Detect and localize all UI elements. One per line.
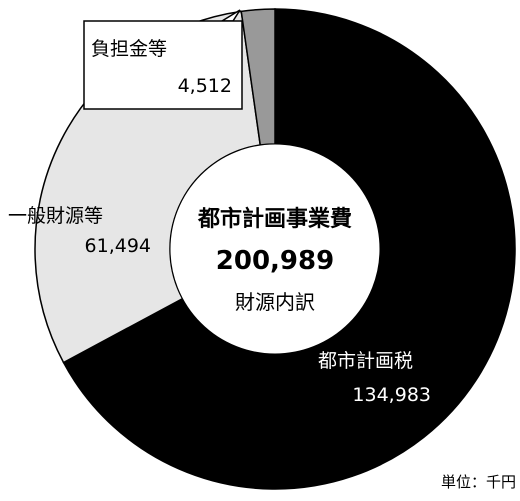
chart-title: 都市計画事業費 — [197, 206, 352, 232]
slice-value-futankin: 4,512 — [178, 75, 232, 97]
slice-label-toshikeikakuzei: 都市計画税 — [318, 350, 413, 372]
unit-label: 単位：千円 — [441, 473, 516, 491]
chart-subtitle: 財源内訳 — [235, 290, 315, 314]
slice-value-toshikeikakuzei: 134,983 — [352, 384, 431, 406]
slice-value-ippanzaigen: 61,494 — [85, 235, 151, 257]
callout-box — [83, 20, 243, 110]
slice-label-futankin: 負担金等 — [91, 38, 167, 60]
slice-callout-futankin: 負担金等 4,512 — [83, 9, 243, 110]
total-value: 200,989 — [216, 246, 334, 276]
slice-label-ippanzaigen: 一般財源等 — [8, 205, 103, 227]
center-hole — [169, 143, 381, 355]
